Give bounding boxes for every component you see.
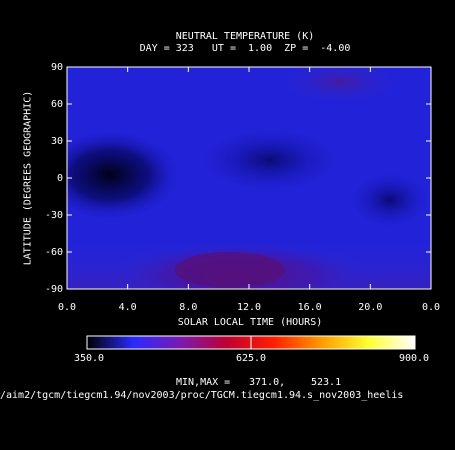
min-value: 371.0, xyxy=(249,377,286,388)
x-tick-label-0: 0.0 xyxy=(57,302,77,313)
x-tick-label-1: 4.0 xyxy=(118,302,137,313)
chart-title: NEUTRAL TEMPERATURE (K) xyxy=(175,31,315,42)
chart-subtitle: DAY = 323 UT = 1.00 ZP = -4.00 xyxy=(139,43,351,54)
x-tick-label-6: 0.0 xyxy=(421,302,441,313)
x-axis-label: SOLAR LOCAL TIME (HOURS) xyxy=(177,317,323,328)
colorbar xyxy=(86,335,416,350)
y-tick-label-0: 90 xyxy=(50,62,63,73)
y-axis-label: LATITUDE (DEGREES GEOGRAPHIC) xyxy=(22,90,34,266)
y-tick-label-1: 60 xyxy=(50,99,63,110)
x-tick-label-3: 12.0 xyxy=(236,302,262,313)
colorbar-label-max: 900.0 xyxy=(398,353,430,364)
footer-path: /aim2/tgcm/tiegcm1.94/nov2003/proc/TGCM.… xyxy=(0,390,404,401)
x-tick-label-5: 20.0 xyxy=(358,302,383,313)
y-tick-label-6: -90 xyxy=(44,284,63,295)
y-tick-label-5: -60 xyxy=(44,247,63,258)
x-tick-label-4: 16.0 xyxy=(297,302,322,313)
x-tick-label-2: 8.0 xyxy=(179,302,198,313)
colorbar-label-min: 350.0 xyxy=(73,353,105,364)
y-tick-label-2: 30 xyxy=(50,136,63,147)
y-tick-marks xyxy=(67,66,431,290)
heatmap-field xyxy=(67,67,431,289)
colorbar-label-mid: 625.0 xyxy=(235,353,267,364)
minmax-label: MIN,MAX = xyxy=(176,377,231,388)
y-tick-label-3: 0 xyxy=(56,173,63,184)
x-tick-marks xyxy=(66,67,432,289)
max-value: 523.1 xyxy=(311,377,342,388)
y-tick-label-4: -30 xyxy=(44,210,63,221)
